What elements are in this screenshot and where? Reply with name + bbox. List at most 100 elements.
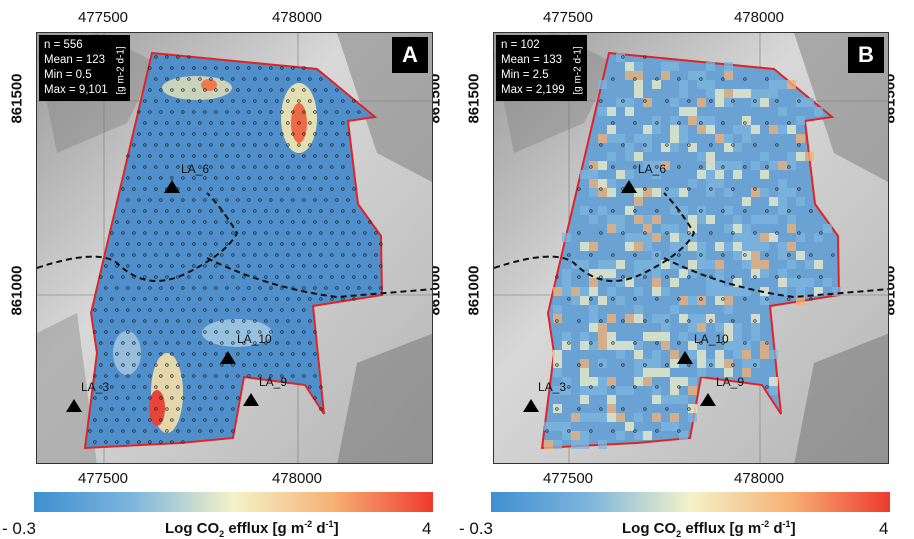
- flux-pixel: [742, 134, 751, 143]
- flux-pixel: [805, 152, 814, 161]
- flux-pixel: [634, 377, 643, 386]
- sample-point: [225, 220, 229, 224]
- flux-pixel: [598, 359, 607, 368]
- flux-pixel: [607, 179, 616, 188]
- sample-point: [225, 198, 229, 202]
- sample-point: [192, 154, 196, 158]
- sample-point: [209, 385, 213, 389]
- sample-point: [176, 121, 180, 125]
- flux-pixel: [652, 395, 661, 404]
- flux-pixel: [607, 332, 616, 341]
- flux-pixel: [589, 170, 598, 179]
- sample-point: [324, 198, 328, 202]
- sample-point: [264, 99, 268, 103]
- flux-map-b: n = 102 Mean = 133 Min = 2.5 Max = 2,199…: [493, 32, 889, 464]
- sample-point: [159, 88, 163, 92]
- stat-mean: Mean = 123: [44, 54, 106, 66]
- flux-pixel: [625, 314, 634, 323]
- sample-point: [319, 275, 323, 279]
- flux-pixel: [688, 386, 697, 395]
- sample-point: [187, 319, 191, 323]
- flux-pixel: [553, 350, 562, 359]
- sample-point: [187, 55, 191, 59]
- sample-point: [324, 110, 328, 114]
- flux-pixel: [589, 215, 598, 224]
- sample-point: [137, 132, 141, 136]
- sample-point: [225, 132, 229, 136]
- sample-point: [159, 220, 163, 224]
- sample-point: [220, 275, 224, 279]
- flux-pixel: [598, 80, 607, 89]
- sample-point: [352, 297, 356, 301]
- flux-pixel: [814, 287, 823, 296]
- sample-point: [231, 143, 235, 147]
- flux-pixel: [751, 269, 760, 278]
- sample-point: [220, 297, 224, 301]
- flux-pixel: [598, 341, 607, 350]
- sample-point: [643, 407, 647, 411]
- station-marker-icon: [700, 393, 716, 406]
- sample-point: [709, 99, 713, 103]
- flux-pixel: [634, 71, 643, 80]
- flux-pixel: [697, 359, 706, 368]
- flux-pixel: [778, 188, 787, 197]
- sample-point: [187, 429, 191, 433]
- sample-point: [269, 132, 273, 136]
- sample-point: [148, 220, 152, 224]
- sample-point: [132, 407, 136, 411]
- sample-point: [280, 374, 284, 378]
- sample-point: [203, 352, 207, 356]
- stat-n: n = 102: [501, 39, 540, 51]
- sample-point: [319, 165, 323, 169]
- sample-point: [665, 275, 669, 279]
- sample-point: [297, 99, 301, 103]
- sample-point: [198, 77, 202, 81]
- sample-point: [181, 374, 185, 378]
- sample-point: [599, 275, 603, 279]
- flux-pixel: [598, 269, 607, 278]
- sample-point: [242, 253, 246, 257]
- flux-pixel: [769, 350, 778, 359]
- sample-point: [264, 297, 268, 301]
- sample-point: [242, 275, 246, 279]
- sample-point: [286, 143, 290, 147]
- sample-point: [346, 110, 350, 114]
- flux-pixel: [580, 413, 589, 422]
- flux-pixel: [715, 350, 724, 359]
- flux-pixel: [643, 161, 652, 170]
- sample-point: [313, 352, 317, 356]
- sample-point: [132, 385, 136, 389]
- flux-pixel: [589, 413, 598, 422]
- flux-pixel: [715, 287, 724, 296]
- flux-pixel: [670, 242, 679, 251]
- flux-pixel: [715, 242, 724, 251]
- sample-point: [225, 374, 229, 378]
- sample-point: [126, 440, 130, 444]
- sample-point: [242, 363, 246, 367]
- sample-point: [258, 264, 262, 268]
- sample-point: [775, 99, 779, 103]
- flux-pixel: [625, 242, 634, 251]
- sample-point: [225, 330, 229, 334]
- sample-point: [187, 77, 191, 81]
- sample-point: [192, 176, 196, 180]
- sample-point: [379, 242, 383, 246]
- sample-point: [319, 187, 323, 191]
- flux-pixel: [634, 431, 643, 440]
- sample-point: [126, 264, 130, 268]
- sample-point: [291, 308, 295, 312]
- sample-point: [341, 231, 345, 235]
- flux-pixel: [760, 233, 769, 242]
- sample-point: [165, 165, 169, 169]
- flux-pixel: [661, 71, 670, 80]
- sample-point: [275, 231, 279, 235]
- flux-pixel: [751, 332, 760, 341]
- flux-pixel: [652, 233, 661, 242]
- sample-point: [137, 374, 141, 378]
- flux-pixel: [778, 161, 787, 170]
- sample-point: [247, 110, 251, 114]
- sample-point: [170, 66, 174, 70]
- flux-pixel: [724, 332, 733, 341]
- sample-point: [677, 385, 681, 389]
- flux-pixel: [634, 260, 643, 269]
